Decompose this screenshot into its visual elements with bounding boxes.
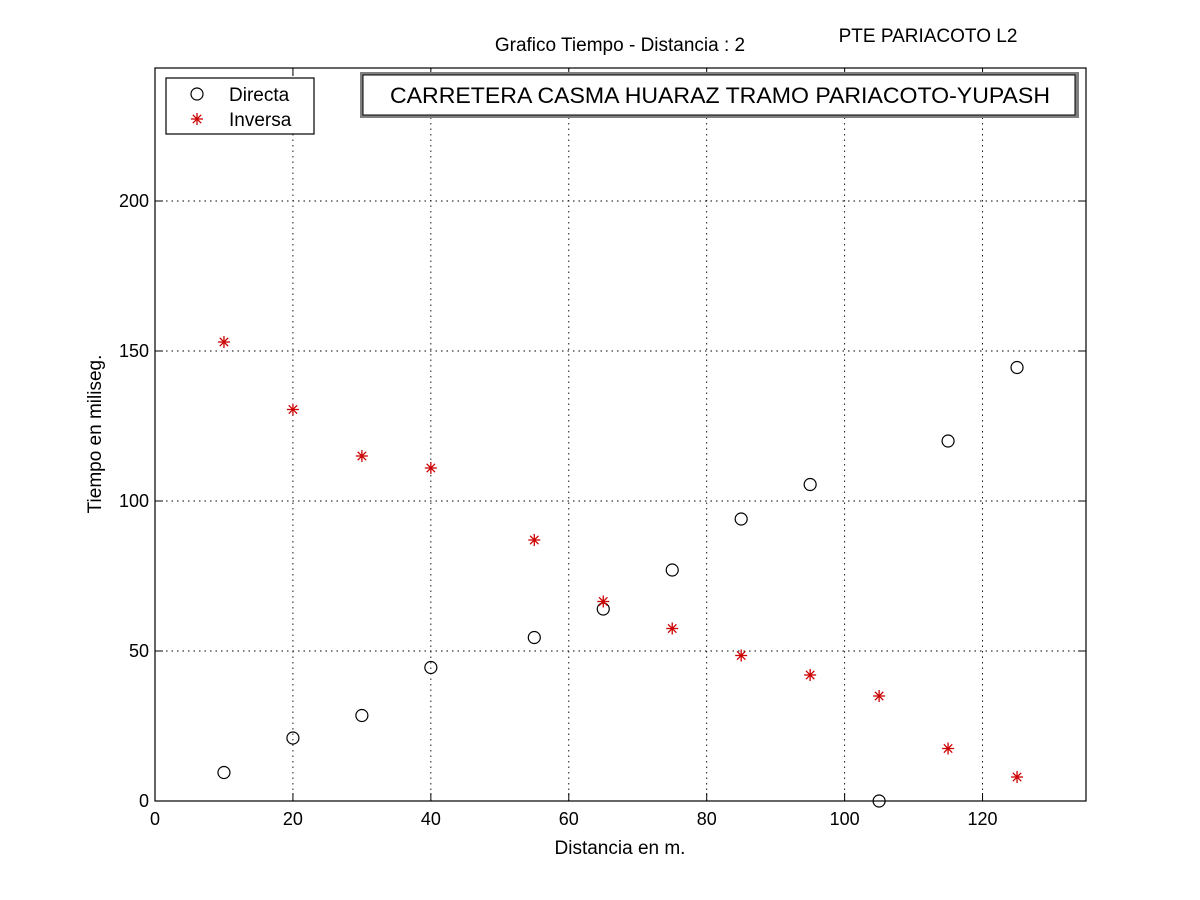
point-directa [872, 794, 886, 808]
point-directa [527, 630, 541, 645]
legend-box [165, 77, 315, 135]
point-directa [217, 765, 231, 780]
x-tick-label: 60 [559, 809, 579, 829]
point-directa [1010, 360, 1024, 375]
legend-label-inversa: Inversa [229, 110, 292, 131]
banner-box [362, 74, 1076, 116]
legend-marker-directa [190, 87, 204, 101]
x-tick-label: 100 [830, 809, 860, 829]
y-tick-label: 100 [119, 491, 149, 511]
point-inversa [286, 403, 299, 416]
point-inversa [1011, 771, 1024, 783]
point-inversa [597, 595, 610, 608]
x-tick-label: 120 [968, 809, 998, 829]
y-tick-labels: 0 50 100 150 200 [119, 191, 149, 811]
point-inversa [217, 336, 230, 348]
legend: Directa Inversa [165, 77, 315, 135]
x-tick-label: 40 [421, 809, 441, 829]
point-directa [286, 731, 300, 745]
grid [155, 68, 1086, 801]
x-axis-label: Distancia en m. [555, 838, 686, 859]
point-inversa [528, 534, 541, 546]
point-directa [355, 708, 369, 723]
point-inversa [873, 690, 886, 702]
point-directa [941, 434, 955, 448]
x-tick-label: 20 [283, 809, 303, 829]
series-inversa [217, 336, 1024, 783]
chart-title: Grafico Tiempo - Distancia : 2 [495, 35, 745, 56]
point-inversa [666, 622, 679, 635]
x-tick-labels: 0 20 40 60 80 100 120 [150, 809, 998, 829]
y-tick-label: 50 [129, 641, 149, 661]
data-marks [217, 336, 1024, 808]
plot-frame [154, 67, 1087, 802]
point-inversa [735, 649, 748, 662]
y-tick-label: 200 [119, 191, 149, 211]
point-directa [665, 563, 679, 577]
y-tick-label: 0 [139, 791, 149, 811]
point-inversa [942, 742, 955, 755]
y-axis-label: Tiempo en miliseg. [85, 355, 106, 514]
point-inversa [355, 450, 368, 462]
x-tick-label: 0 [150, 809, 160, 829]
legend-markers [190, 87, 204, 125]
corner-label: PTE PARIACOTO L2 [839, 26, 1018, 47]
point-directa [803, 477, 817, 492]
banner: CARRETERA CASMA HUARAZ TRAMO PARIACOTO-Y… [360, 72, 1079, 118]
point-directa [734, 512, 748, 526]
legend-marker-inversa [191, 113, 203, 125]
legend-label-directa: Directa [229, 85, 290, 106]
point-directa [424, 660, 438, 675]
series-directa [217, 360, 1024, 808]
point-inversa [424, 462, 437, 474]
y-tick-label: 150 [119, 341, 149, 361]
banner-text: CARRETERA CASMA HUARAZ TRAMO PARIACOTO-Y… [390, 83, 1050, 108]
x-tick-label: 80 [697, 809, 717, 829]
point-inversa [804, 669, 817, 681]
